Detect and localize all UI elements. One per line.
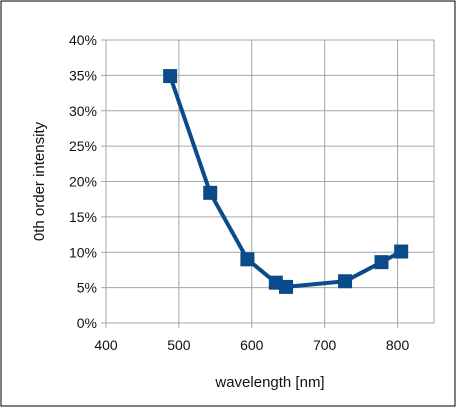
y-tick-label: 25%	[69, 138, 97, 154]
series-group	[163, 69, 409, 294]
y-axis-ticks: 0% 5% 10% 15% 20% 25% 30% 35% 40%	[69, 32, 106, 331]
y-axis-label: 0th order intensity	[31, 121, 48, 241]
y-tick-label: 0%	[77, 315, 97, 331]
data-point-marker	[338, 274, 353, 289]
x-axis-label: wavelength [nm]	[214, 374, 324, 391]
y-tick-label: 35%	[69, 67, 97, 83]
x-tick-label: 700	[313, 337, 337, 353]
y-tick-label: 5%	[77, 280, 97, 296]
x-tick-label: 400	[94, 337, 118, 353]
data-point-marker	[240, 252, 255, 267]
y-tick-label: 40%	[69, 32, 97, 48]
y-tick-label: 30%	[69, 103, 97, 119]
y-tick-label: 10%	[69, 244, 97, 260]
y-tick-label: 20%	[69, 174, 97, 190]
x-tick-label: 600	[240, 337, 264, 353]
x-tick-label: 500	[167, 337, 191, 353]
data-point-marker	[374, 255, 389, 270]
y-tick-label: 15%	[69, 209, 97, 225]
x-axis-ticks: 400 500 600 700 800	[94, 323, 409, 353]
x-tick-label: 800	[386, 337, 410, 353]
data-point-marker	[163, 69, 178, 84]
data-point-marker	[394, 244, 409, 259]
data-point-marker	[279, 279, 294, 294]
data-point-marker	[203, 185, 218, 200]
